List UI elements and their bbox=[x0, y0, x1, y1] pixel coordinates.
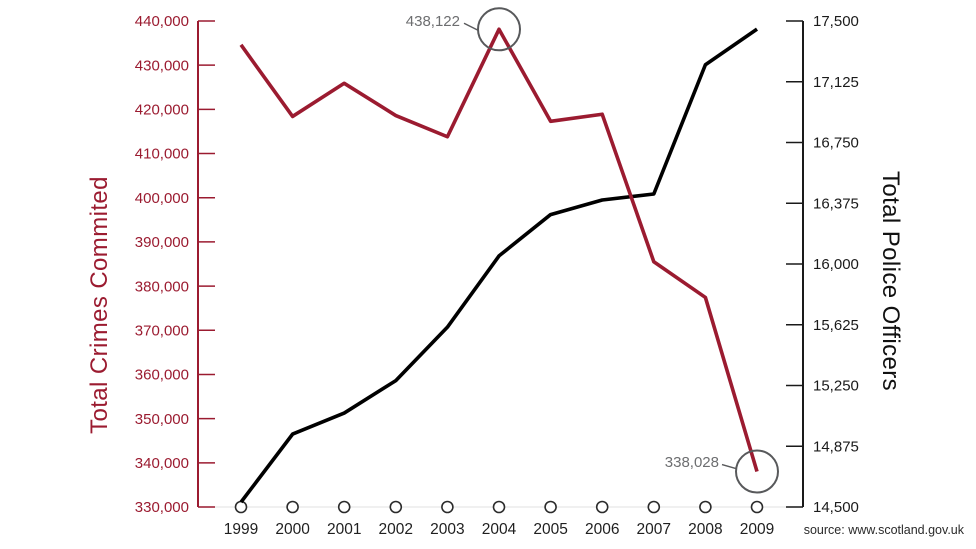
year-label: 2009 bbox=[740, 521, 774, 538]
year-marker bbox=[699, 500, 712, 514]
left-axis-tick-label: 350,000 bbox=[135, 411, 189, 428]
year-marker bbox=[337, 500, 351, 514]
year-label: 2005 bbox=[533, 521, 567, 538]
left-axis-tick-label: 400,000 bbox=[135, 190, 189, 207]
year-marker bbox=[286, 500, 299, 514]
left-axis-title: Total Crimes Commited bbox=[86, 176, 113, 434]
annotation-circle-peak bbox=[477, 7, 521, 52]
left-axis-tick-label: 330,000 bbox=[135, 499, 189, 516]
left-axis-tick-label: 390,000 bbox=[135, 234, 189, 251]
annotation-leader-peak bbox=[463, 22, 479, 31]
year-label: 2008 bbox=[688, 521, 722, 538]
year-marker bbox=[492, 500, 506, 514]
year-label: 2003 bbox=[430, 521, 464, 538]
left-axis-tick-label: 420,000 bbox=[135, 102, 189, 119]
crimes-line bbox=[239, 27, 759, 473]
right-axis: 14,500 14,875 15,250 15,625 16,000 16,375 16,7… bbox=[786, 13, 859, 516]
year-marker bbox=[441, 500, 454, 514]
left-axis-tick-label: 360,000 bbox=[135, 367, 189, 384]
left-axis-tick-label: 430,000 bbox=[135, 57, 189, 74]
left-axis-tick-label: 440,000 bbox=[135, 13, 189, 30]
year-label: 2007 bbox=[637, 521, 671, 538]
year-label: 1999 bbox=[224, 521, 258, 538]
year-marker bbox=[647, 500, 661, 514]
left-axis-tick-label: 380,000 bbox=[135, 278, 189, 295]
annotation-label-peak: 438,122 bbox=[405, 13, 460, 30]
source-credit: source: www.scotland.gov.uk bbox=[803, 523, 964, 537]
right-axis-tick-label: 16,000 bbox=[813, 256, 859, 273]
right-axis-tick-label: 16,375 bbox=[813, 195, 859, 212]
year-marker bbox=[750, 500, 764, 514]
year-label: 2004 bbox=[482, 521, 517, 538]
right-axis-tick-label: 14,875 bbox=[813, 438, 859, 455]
year-label: 2000 bbox=[275, 521, 310, 538]
year-label: 2002 bbox=[379, 521, 413, 538]
right-axis-tick-label: 17,125 bbox=[813, 74, 859, 91]
year-label: 2001 bbox=[327, 521, 361, 538]
right-axis-tick-label: 15,625 bbox=[813, 317, 859, 334]
year-marker bbox=[544, 500, 557, 514]
year-marker bbox=[234, 500, 248, 514]
annotation-circle-low bbox=[735, 449, 779, 494]
year-label: 2006 bbox=[585, 521, 619, 538]
year-marker bbox=[389, 500, 403, 514]
x-axis: 1999 2000 2001 2002 2003 2004 2005 2006 2007 2008… bbox=[224, 500, 774, 538]
annotation-label-low: 338,028 bbox=[664, 454, 719, 471]
left-axis-tick-label: 340,000 bbox=[135, 455, 189, 472]
left-axis-tick-label: 370,000 bbox=[135, 322, 189, 339]
right-axis-tick-label: 16,750 bbox=[813, 135, 859, 152]
annotation-leader-low bbox=[721, 463, 737, 470]
left-axis: 330,000 340,000 350,000 360,000 370,000 380,0… bbox=[135, 13, 215, 516]
left-axis-tick-label: 410,000 bbox=[135, 146, 189, 163]
right-axis-tick-label: 15,250 bbox=[813, 378, 859, 395]
right-axis-title: Total Police Officers bbox=[877, 170, 904, 392]
right-axis-tick-label: 14,500 bbox=[813, 499, 859, 516]
year-marker bbox=[595, 500, 609, 514]
right-axis-tick-label: 17,500 bbox=[813, 13, 859, 30]
officers-line bbox=[239, 27, 759, 504]
